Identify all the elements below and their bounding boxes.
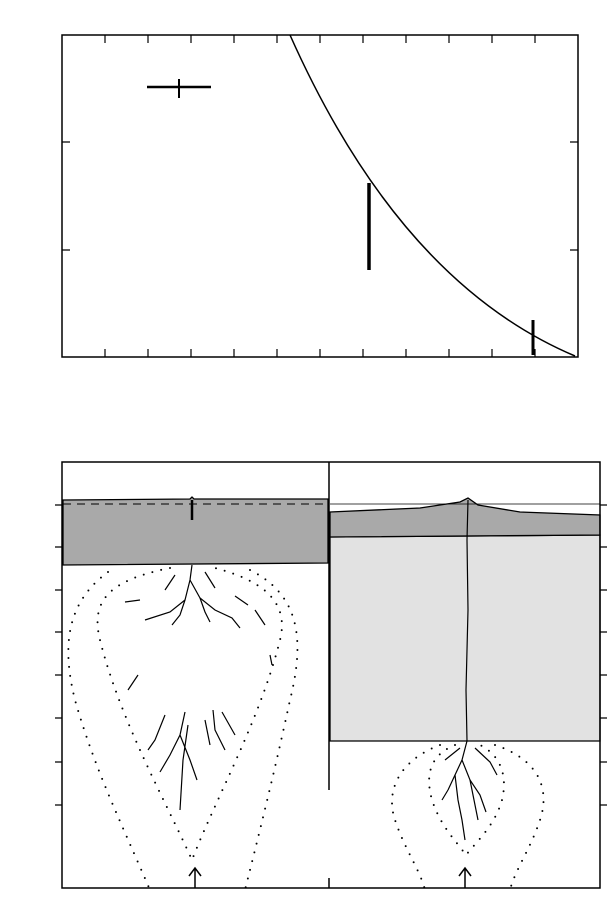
fit-curve: [289, 34, 576, 357]
top-plot: [61, 34, 579, 358]
vertical-crack: [465, 499, 469, 742]
arrow: [188, 866, 202, 888]
arrow: [458, 866, 472, 888]
outer-zone: [67, 571, 151, 891]
outer-zone: [391, 744, 441, 891]
right-layer: [329, 497, 601, 538]
inner-zone: [96, 567, 283, 863]
right-light-layer: [329, 534, 601, 742]
inner-zone: [428, 744, 505, 857]
y-ticks: [62, 141, 578, 251]
x-ticks: [104, 35, 536, 357]
outer-zone: [244, 569, 299, 891]
plot-frame: [61, 34, 579, 358]
outer-zone: [494, 744, 545, 891]
side-ticks: [55, 504, 607, 806]
left-layer: [62, 496, 329, 566]
crack-network: [124, 564, 498, 841]
bottom-diagram: [55, 461, 607, 891]
data-point: [147, 79, 211, 98]
